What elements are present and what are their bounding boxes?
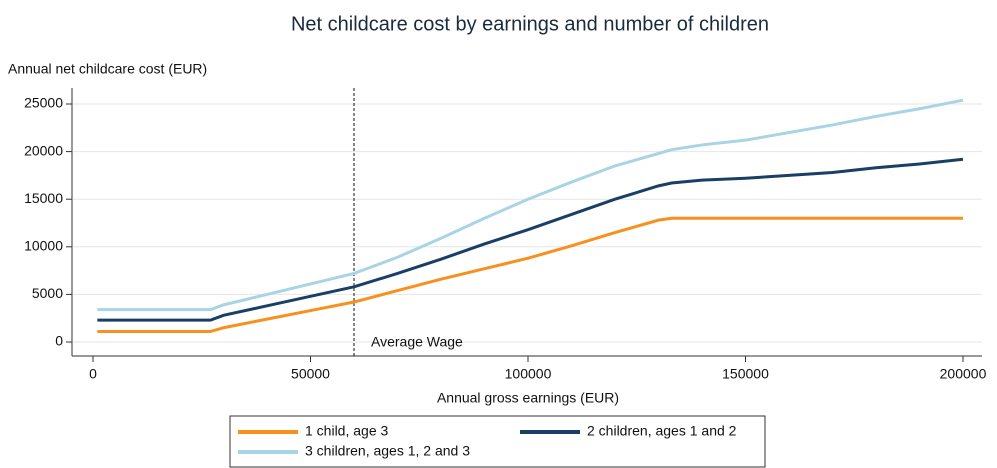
chart-title: Net childcare cost by earnings and numbe… [291,13,769,35]
y-axis-label: Annual net childcare cost (EUR) [8,61,207,77]
y-tick-label: 20000 [24,142,63,158]
y-tick-label: 0 [55,333,63,349]
y-tick-label: 15000 [24,190,63,206]
annotation: Average Wage [371,334,463,350]
legend-label: 2 children, ages 1 and 2 [587,423,737,439]
x-tick-label: 0 [89,366,97,382]
legend-label: 3 children, ages 1, 2 and 3 [305,443,470,459]
x-axis-label: Annual gross earnings (EUR) [437,390,619,406]
y-tick-label: 10000 [24,238,63,254]
x-tick-label: 50000 [291,366,330,382]
series-line [97,98,964,312]
y-tick-label: 25000 [24,95,63,111]
x-tick-label: 150000 [722,366,769,382]
legend-label: 1 child, age 3 [305,423,388,439]
x-tick-label: 200000 [940,366,987,382]
series-line [97,157,964,322]
series-line [97,216,963,334]
legend-box [229,415,766,468]
x-tick-label: 100000 [505,366,552,382]
y-tick-label: 5000 [32,285,63,301]
